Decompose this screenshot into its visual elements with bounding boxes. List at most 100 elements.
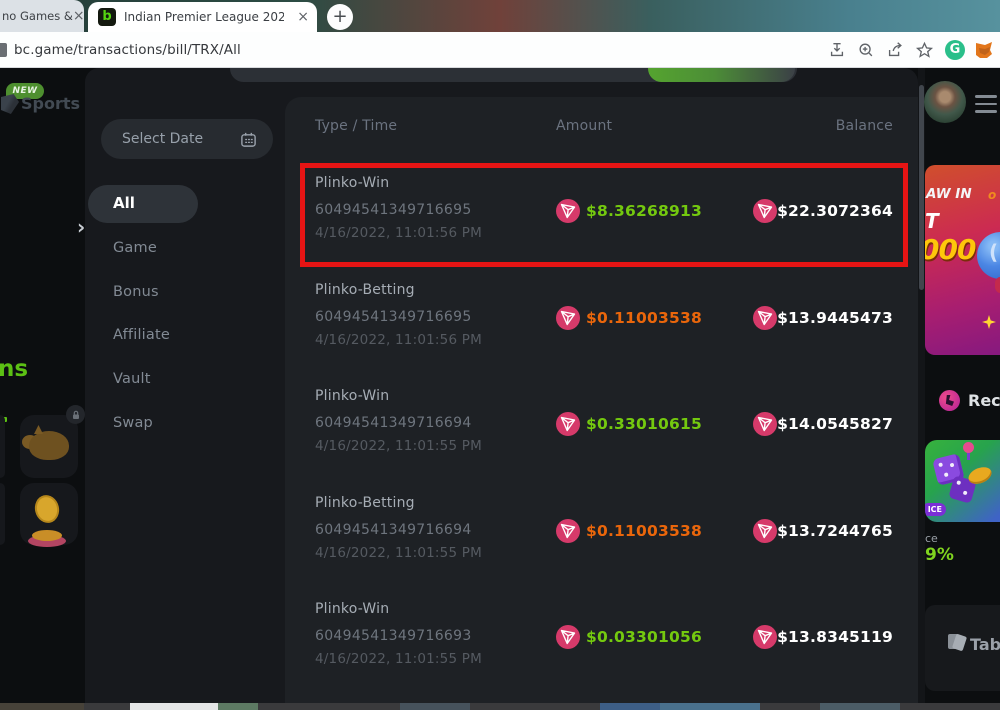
transaction-type: Plinko-Betting <box>315 494 415 511</box>
transaction-id: 60494541349716694 <box>315 521 472 538</box>
transaction-id: 60494541349716694 <box>315 415 472 431</box>
scrollbar-thumb[interactable] <box>919 85 924 290</box>
address-bar[interactable]: bc.game/transactions/bill/TRX/All <box>14 42 241 58</box>
transaction-balance: $14.0545827 <box>777 415 893 433</box>
trx-coin-icon <box>753 305 777 330</box>
column-header-type-time: Type / Time <box>315 118 398 134</box>
tab-close-icon[interactable]: × <box>72 8 84 24</box>
transaction-amount: $0.33010615 <box>586 415 702 433</box>
promo-text-suffix: o <box>988 188 997 202</box>
trx-coin-icon <box>753 199 777 223</box>
tab-indian-premier-league[interactable]: b Indian Premier League 2022 - Fes × <box>88 2 317 32</box>
sidebar-item-affiliate[interactable]: Affiliate <box>113 327 170 343</box>
promo-text-line2: T <box>925 209 939 233</box>
lock-icon <box>66 405 85 424</box>
new-tab-button[interactable]: + <box>327 4 353 30</box>
trx-coin-icon <box>753 412 777 436</box>
game-tile-partial <box>0 415 5 478</box>
background-green-text: ns <box>0 356 29 382</box>
transaction-balance: $13.7244765 <box>777 521 893 540</box>
zoom-icon[interactable] <box>857 41 875 59</box>
tab-strip: no Games & × b Indian Premier League 202… <box>0 0 1000 32</box>
transaction-balance: $13.8345119 <box>777 628 893 646</box>
transaction-type: Plinko-Win <box>315 601 390 617</box>
windows-taskbar <box>0 703 1000 710</box>
trx-coin-icon <box>753 518 777 543</box>
tab-casino-games[interactable]: no Games & × <box>0 0 84 32</box>
trx-coin-icon <box>556 518 580 543</box>
transaction-id: 60494541349716693 <box>315 628 472 644</box>
transaction-amount: $0.11003538 <box>586 308 702 327</box>
transaction-id: 60494541349716695 <box>315 202 472 218</box>
table-games-label[interactable]: Tab <box>970 635 1000 654</box>
download-icon[interactable] <box>828 41 846 59</box>
sidebar-item-game[interactable]: Game <box>113 240 157 256</box>
transaction-row[interactable]: Plinko-Win 60494541349716693 4/16/2022, … <box>285 590 918 696</box>
sidebar-item-all[interactable]: All <box>113 194 135 212</box>
transaction-time: 4/16/2022, 11:01:55 PM <box>315 438 482 454</box>
transaction-time: 4/16/2022, 11:01:56 PM <box>315 331 482 348</box>
bcgame-page: NEW Sports ns › <box>0 68 1000 703</box>
trx-coin-icon <box>556 412 580 436</box>
page-scrollbar <box>918 68 925 703</box>
bcgame-favicon-icon: b <box>98 8 116 26</box>
transaction-type: Plinko-Win <box>315 175 390 191</box>
game-rtp-value: 9% <box>925 545 954 565</box>
dice-tile-badge: ICE <box>925 503 946 516</box>
trx-coin-icon <box>556 199 580 223</box>
game-caption: ce <box>925 532 938 545</box>
transactions-table: Type / Time Amount Balance Plinko-Win 60… <box>285 97 918 703</box>
sidebar-item-bonus[interactable]: Bonus <box>113 284 159 300</box>
sidebar-item-all-pill[interactable] <box>88 185 198 223</box>
transaction-amount: $0.03301056 <box>586 628 702 646</box>
sparkle-icon <box>982 315 996 329</box>
metamask-extension-icon[interactable] <box>976 40 992 60</box>
piggy-bank-game-tile[interactable] <box>20 405 85 478</box>
sidebar-item-swap[interactable]: Swap <box>113 415 153 431</box>
dice-game-tile[interactable]: ICE <box>925 440 1000 522</box>
playing-cards-icon <box>948 633 968 652</box>
transaction-row[interactable]: Plinko-Win 60494541349716695 4/16/2022, … <box>285 164 918 270</box>
transaction-row[interactable]: Plinko-Betting 60494541349716694 4/16/20… <box>285 484 918 590</box>
select-date-button[interactable]: Select Date <box>101 119 273 159</box>
sidebar-item-vault[interactable]: Vault <box>113 371 151 387</box>
promo-text-line3: 000 <box>925 233 976 266</box>
transaction-time: 4/16/2022, 11:01:56 PM <box>315 225 482 241</box>
sports-nav-label[interactable]: Sports <box>21 94 81 113</box>
tab-title: Indian Premier League 2022 - Fes <box>124 10 284 24</box>
user-avatar[interactable] <box>924 81 966 123</box>
transaction-amount: $8.36268913 <box>586 202 702 220</box>
transaction-row[interactable]: Plinko-Win 60494541349716694 4/16/2022, … <box>285 377 918 483</box>
sidebar-expand-chevron-icon[interactable]: › <box>77 215 86 239</box>
promo-banner[interactable]: AW IN o T 000 <box>925 165 1000 355</box>
transaction-time: 4/16/2022, 11:01:55 PM <box>315 651 482 667</box>
transaction-type: Plinko-Win <box>315 388 390 404</box>
select-date-label: Select Date <box>122 131 204 147</box>
column-header-balance: Balance <box>835 118 893 134</box>
modal-search-button[interactable] <box>648 68 795 82</box>
trx-coin-icon <box>556 305 580 330</box>
share-icon[interactable] <box>886 41 904 59</box>
site-info-icon[interactable] <box>0 43 7 57</box>
highlight-rectangle <box>300 163 908 267</box>
promo-ball-icon <box>977 232 1000 279</box>
calendar-icon <box>241 132 256 147</box>
transaction-amount: $0.11003538 <box>586 521 702 540</box>
transaction-type: Plinko-Betting <box>315 281 415 298</box>
tab-title: no Games & <box>2 9 73 23</box>
recent-section-label: Rec <box>968 391 1000 410</box>
modal-search-bar[interactable] <box>230 68 797 82</box>
game-tile-partial <box>0 483 5 545</box>
tab-close-icon[interactable]: × <box>297 9 309 25</box>
trx-coin-icon <box>556 625 580 649</box>
grammarly-extension-icon[interactable]: G <box>945 40 965 60</box>
recent-section-icon <box>939 390 960 411</box>
promo-decor <box>995 277 1000 293</box>
coin-game-tile[interactable] <box>20 483 78 547</box>
bookmark-star-icon[interactable] <box>915 41 934 60</box>
transaction-row[interactable]: Plinko-Betting 60494541349716695 4/16/20… <box>285 271 918 377</box>
menu-icon[interactable] <box>975 95 997 118</box>
transaction-balance: $22.3072364 <box>777 202 893 220</box>
transaction-balance: $13.9445473 <box>777 308 893 327</box>
taskbar-active-app[interactable] <box>130 703 218 710</box>
